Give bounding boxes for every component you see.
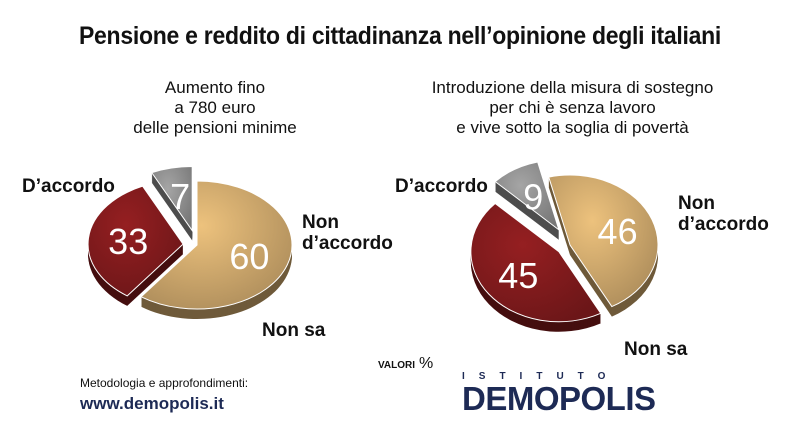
left-label-disagree-line: d’accordo xyxy=(302,233,393,254)
left-pie-title: Aumento fino a 780 euro delle pensioni m… xyxy=(95,78,335,138)
pie-value-label: 46 xyxy=(598,211,638,252)
left-label-agree: D’accordo xyxy=(22,176,115,197)
right-label-dontknow: Non sa xyxy=(624,339,688,360)
pie-value-label: 33 xyxy=(108,221,148,262)
left-label-dontknow: Non sa xyxy=(262,320,326,341)
pie-value-label: 9 xyxy=(523,177,543,218)
percent-sign: % xyxy=(419,355,434,372)
right-pie-title-line: Introduzione della misura di sostegno xyxy=(431,78,714,97)
values-unit-note: VALORI% xyxy=(378,355,433,373)
chart-title: Pensione e reddito di cittadinanza nell’… xyxy=(78,22,722,50)
right-pie-title-line: per chi è senza lavoro xyxy=(489,98,656,117)
left-pie-chart: 60 33 7 xyxy=(87,166,293,319)
pie-slice-agree xyxy=(548,174,659,308)
pie-slice-agree xyxy=(140,180,293,310)
right-label-disagree-line: Non xyxy=(678,193,715,214)
pie-slice-disagree xyxy=(470,202,602,323)
right-label-agree: D’accordo xyxy=(395,176,488,197)
pie-slice-dontknow xyxy=(150,166,193,233)
pie-slice-dontknow xyxy=(494,161,560,232)
left-pie-title-line: Aumento fino xyxy=(164,78,266,97)
right-label-disagree-line: d’accordo xyxy=(678,214,769,235)
pie-value-label: 60 xyxy=(229,236,269,277)
right-pie-chart: 46 45 9 xyxy=(470,161,659,332)
left-pie-title-line: a 780 euro xyxy=(174,98,256,117)
left-label-disagree: Non d’accordo xyxy=(302,212,393,254)
right-pie-title-line: e vive sotto la soglia di povertà xyxy=(456,118,689,137)
right-label-disagree: Non d’accordo xyxy=(678,193,769,235)
pie-slice-disagree xyxy=(87,185,184,297)
pie-value-label: 45 xyxy=(498,255,538,296)
website-link[interactable]: www.demopolis.it xyxy=(80,394,224,413)
methodology-text: Metodologia e approfondimenti: xyxy=(80,376,249,390)
demopolis-logo: DEMOPOLIS xyxy=(462,380,656,417)
left-pie-title-line: delle pensioni minime xyxy=(133,118,297,137)
pie-value-label: 7 xyxy=(170,176,190,217)
right-pie-title: Introduzione della misura di sostegno pe… xyxy=(400,78,745,138)
istituto-wordmark: ISTITUTO xyxy=(462,371,620,382)
values-note-text: VALORI xyxy=(378,360,416,371)
left-label-disagree-line: Non xyxy=(302,212,339,233)
